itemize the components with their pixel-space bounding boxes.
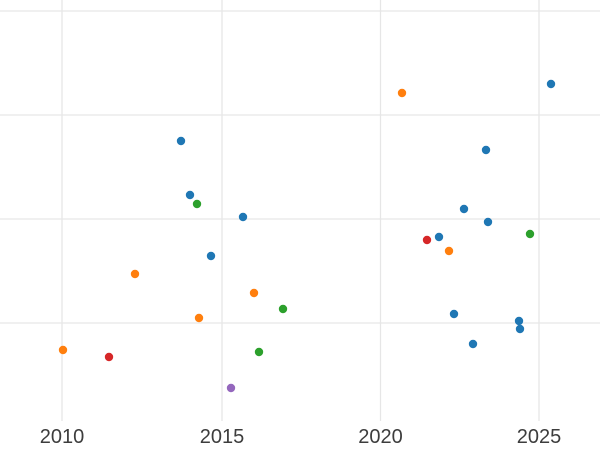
data-point-orange (194, 313, 204, 323)
data-point-orange (397, 88, 407, 98)
data-point-orange (130, 269, 140, 279)
x-axis-labels: 2010 2015 2020 2025 (40, 426, 562, 448)
data-point-green (525, 229, 535, 239)
x-tick-label: 2010 (40, 426, 85, 448)
data-point-red (104, 352, 114, 362)
data-point-red (422, 235, 432, 245)
data-point-green (278, 304, 288, 314)
data-point-blue (459, 204, 469, 214)
data-point-blue (434, 232, 444, 242)
data-point-blue (514, 316, 524, 326)
data-point-orange (444, 246, 454, 256)
data-point-orange (249, 288, 259, 298)
data-point-blue (515, 324, 525, 334)
data-point-blue (483, 217, 493, 227)
x-tick-label: 2015 (200, 426, 245, 448)
data-point-blue (176, 136, 186, 146)
data-point-blue (468, 339, 478, 349)
data-point-orange (58, 345, 68, 355)
data-point-blue (238, 212, 248, 222)
data-point-blue (185, 190, 195, 200)
data-point-blue (546, 79, 556, 89)
data-point-green (254, 347, 264, 357)
data-point-green (192, 199, 202, 209)
x-tick-label: 2025 (517, 426, 562, 448)
gridlines (0, 0, 600, 415)
data-point-blue (481, 145, 491, 155)
x-tick-label: 2020 (358, 426, 403, 448)
data-points (58, 79, 556, 393)
data-point-blue (206, 251, 216, 261)
data-point-blue (449, 309, 459, 319)
x-tick-marks (61, 415, 540, 421)
data-point-purple (226, 383, 236, 393)
